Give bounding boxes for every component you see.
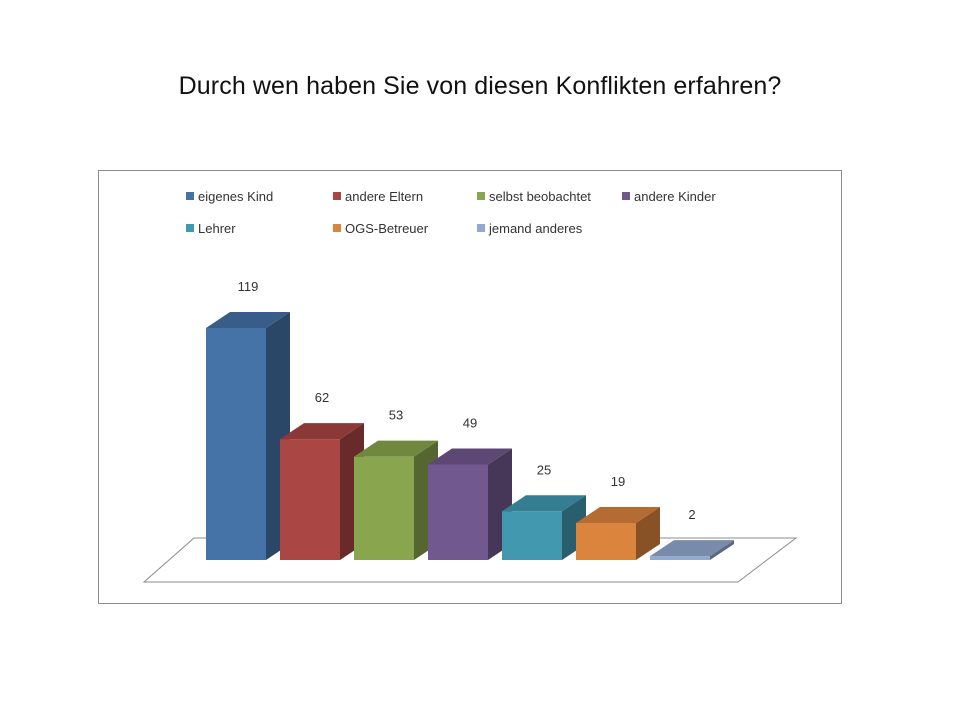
bar-top [428,448,512,465]
bar [206,312,290,560]
bar-top [576,506,660,523]
data-label: 25 [537,462,551,477]
legend-swatch [333,192,341,200]
legend-label: eigenes Kind [198,189,273,204]
data-label: 62 [315,390,329,405]
legend-label: andere Kinder [634,189,716,204]
legend-swatch [333,224,341,232]
bar-front [650,556,710,560]
bar-top [650,540,734,557]
legend-swatch [622,192,630,200]
bar-top [354,440,438,457]
bar [280,423,364,560]
bar-top [280,423,364,440]
bar-side [710,540,734,560]
bar [650,540,734,560]
data-label: 19 [611,474,625,489]
bar-front [280,439,340,560]
data-label: 2 [688,507,695,522]
bar-front [576,522,636,560]
bar-top [502,495,586,512]
slide-title: Durch wen haben Sie von diesen Konflikte… [178,72,782,100]
legend-label: Lehrer [198,221,236,236]
data-label: 119 [238,279,259,294]
bar [502,495,586,560]
chart-bars [206,312,734,560]
bar [576,506,660,560]
bar-top [206,312,290,328]
chart-data-labels: 119 62 53 49 25 19 2 [238,279,696,522]
data-label: 53 [389,408,403,423]
bar-front [502,511,562,560]
legend-label: andere Eltern [345,189,423,204]
bar [428,448,512,560]
data-label: 49 [463,415,477,430]
bar-front [428,464,488,560]
legend-label: jemand anderes [488,221,583,236]
legend-label: OGS-Betreuer [345,221,429,236]
bar-front [354,456,414,560]
legend-swatch [477,224,485,232]
legend-swatch [477,192,485,200]
chart-legend: eigenes Kind andere Eltern selbst beobacht… [186,189,716,236]
bar [354,440,438,560]
legend-swatch [186,192,194,200]
legend-swatch [186,224,194,232]
legend-label: selbst beobachtet [489,189,591,204]
bar-side [636,506,660,560]
bar-front [206,328,266,560]
